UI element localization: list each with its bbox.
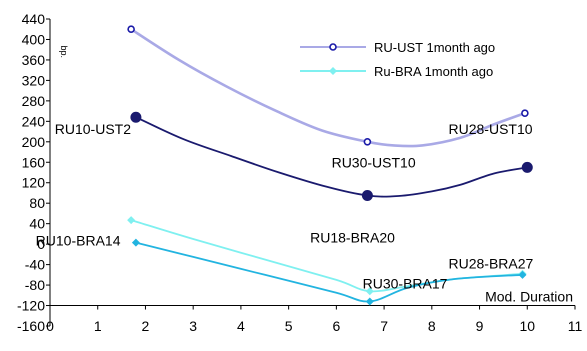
data-point <box>365 297 374 306</box>
x-axis-label: Mod. Duration <box>485 289 573 305</box>
data-point <box>130 111 142 123</box>
y-tick-label: 400 <box>22 31 46 47</box>
point-annotation: RU10-UST2 <box>55 121 131 137</box>
y-tick-label: 80 <box>29 195 45 211</box>
point-annotation: RU28-BRA27 <box>449 256 534 272</box>
x-tick-label: 7 <box>380 318 388 334</box>
data-point <box>521 161 533 173</box>
y-tick-label: 160 <box>22 154 46 170</box>
data-point <box>361 190 373 202</box>
series-line <box>135 241 523 303</box>
x-tick-label: 10 <box>519 318 535 334</box>
series-layer <box>127 25 533 306</box>
point-annotation: RU28-UST10 <box>449 121 533 137</box>
series-0 <box>127 25 529 148</box>
y-tick-label: 320 <box>22 72 46 88</box>
y-tick-label: -80 <box>25 277 45 293</box>
annotation-layer: RU10-UST2 RU30-UST10 RU28-UST10 RU10-BRA14 R… <box>36 121 534 292</box>
y-tick-label: 200 <box>22 134 46 150</box>
y-tick-label: 120 <box>22 175 46 191</box>
y-tick-label: 360 <box>22 52 46 68</box>
x-tick-label: 11 <box>568 318 583 334</box>
data-point <box>521 109 529 117</box>
axes-layer: -160-120-80-4004080120160200240280320360… <box>17 11 583 334</box>
y-tick-label: -120 <box>17 298 45 314</box>
x-tick-label: 0 <box>46 318 54 334</box>
x-tick-label: 2 <box>142 318 150 334</box>
data-point <box>127 216 136 225</box>
y-tick-label: 440 <box>22 11 46 27</box>
y-tick-label: 40 <box>29 216 45 232</box>
x-tick-label: 9 <box>476 318 484 334</box>
y-tick-label: -160 <box>17 318 45 334</box>
x-tick-label: 8 <box>428 318 436 334</box>
y-tick-label: -40 <box>25 257 45 273</box>
series-1 <box>130 111 533 202</box>
legend-swatch-marker <box>329 43 337 51</box>
x-tick-label: 4 <box>237 318 245 334</box>
data-point <box>363 138 372 146</box>
x-tick-label: 6 <box>332 318 340 334</box>
x-tick-label: 1 <box>94 318 102 334</box>
y-tick-label: 0 <box>37 236 45 252</box>
data-point <box>365 287 374 296</box>
data-point <box>127 25 135 34</box>
data-point <box>131 238 140 247</box>
point-annotation: RU30-UST10 <box>332 154 416 170</box>
legend-label: RU-UST 1month ago <box>374 40 495 55</box>
point-annotation: RU10-BRA14 <box>36 233 121 249</box>
x-tick-label: 3 <box>189 318 197 334</box>
y-tick-label: 240 <box>22 113 46 129</box>
point-annotation: RU18-BRA20 <box>310 230 395 246</box>
y-tick-label: 280 <box>22 93 46 109</box>
legend-swatch-marker <box>329 67 337 75</box>
point-annotation: RU30-BRA17 <box>363 276 448 292</box>
data-point <box>518 270 527 279</box>
chart-legend: RU-UST 1month ago Ru-BRA 1month ago <box>300 40 495 79</box>
legend-label: Ru-BRA 1month ago <box>374 64 493 79</box>
series-3 <box>131 238 527 306</box>
y-axis-label: bp. <box>59 45 69 58</box>
x-tick-label: 5 <box>285 318 293 334</box>
